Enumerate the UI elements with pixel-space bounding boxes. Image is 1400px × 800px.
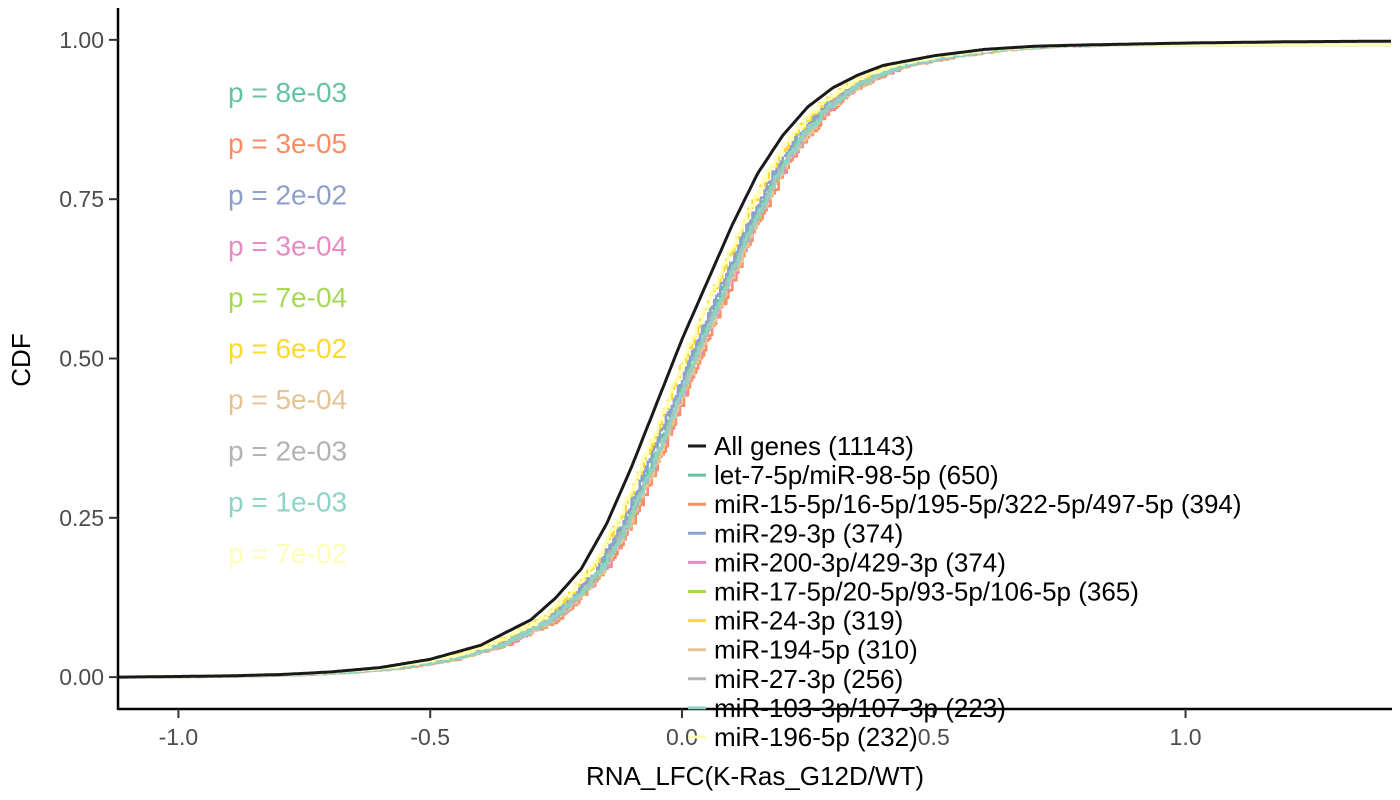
p-value-label: p = 7e-04 [228, 282, 347, 313]
legend: All genes (11143)let-7-5p/miR-98-5p (650… [688, 431, 1242, 752]
legend-label: miR-29-3p (374) [714, 518, 903, 548]
y-tick-label: 0.75 [59, 186, 104, 212]
p-value-label: p = 7e-02 [228, 538, 347, 569]
p-value-label: p = 6e-02 [228, 333, 347, 364]
p-value-label: p = 3e-04 [228, 231, 347, 262]
p-value-label: p = 3e-05 [228, 128, 347, 159]
legend-label: miR-194-5p (310) [714, 635, 918, 665]
y-tick-label: 0.25 [59, 505, 104, 531]
p-value-label: p = 2e-02 [228, 179, 347, 210]
p-value-label: p = 2e-03 [228, 435, 347, 466]
x-tick-label: 0.5 [918, 724, 950, 750]
cdf-curves [118, 39, 1392, 679]
legend-label: miR-200-3p/429-3p (374) [714, 547, 1006, 577]
x-tick-label: -1.0 [159, 724, 199, 750]
legend-label: let-7-5p/miR-98-5p (650) [714, 460, 999, 490]
y-tick-label: 0.00 [59, 664, 104, 690]
legend-label: miR-24-3p (319) [714, 606, 903, 636]
legend-label: miR-196-5p (232) [714, 722, 918, 752]
legend-label: miR-103-3p/107-3p (223) [714, 693, 1006, 723]
y-axis-ticks: 0.00 0.25 0.50 0.75 1.00 [59, 27, 118, 690]
p-value-label: p = 1e-03 [228, 487, 347, 518]
legend-label: miR-27-3p (256) [714, 664, 903, 694]
x-tick-label: 1.0 [1170, 724, 1202, 750]
p-value-annotations: p = 8e-03 p = 3e-05 p = 2e-02 p = 3e-04 p = … [228, 77, 347, 569]
y-tick-label: 0.50 [59, 346, 104, 372]
legend-label: All genes (11143) [714, 431, 914, 461]
y-tick-label: 1.00 [59, 27, 104, 53]
cdf-line-all-genes-11143 [118, 39, 1392, 679]
x-axis-title: RNA_LFC(K-Ras_G12D/WT) [586, 761, 924, 791]
p-value-label: p = 8e-03 [228, 77, 347, 108]
p-value-label: p = 5e-04 [228, 384, 347, 415]
x-tick-label: -0.5 [410, 724, 450, 750]
legend-label: miR-17-5p/20-5p/93-5p/106-5p (365) [714, 577, 1139, 607]
y-axis-title: CDF [6, 333, 36, 386]
legend-label: miR-15-5p/16-5p/195-5p/322-5p/497-5p (39… [714, 489, 1242, 519]
x-axis-ticks: -1.0 -0.5 0.0 0.5 1.0 [159, 709, 1202, 750]
